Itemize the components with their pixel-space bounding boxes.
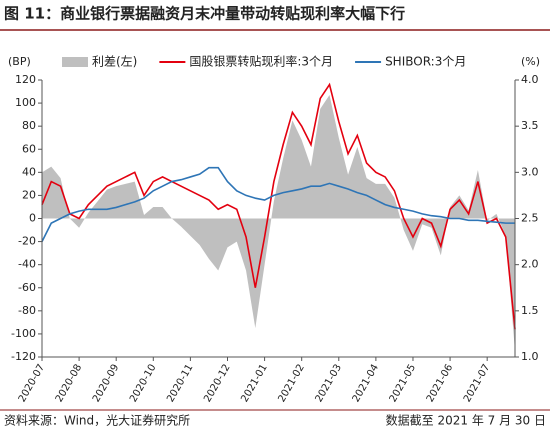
x-tick-label: 2021-03	[314, 363, 344, 405]
x-tick-label: 2021-02	[276, 363, 306, 405]
y2-tick-label: 1.5	[521, 304, 539, 317]
y-tick-label: 80	[22, 119, 36, 132]
rate-line	[41, 82, 516, 330]
x-tick-label: 2020-10	[128, 363, 158, 405]
x-tick-label: 2021-07	[462, 363, 492, 405]
note: 数据截至 2021 年 7 月 30 日	[386, 413, 546, 428]
y2-tick-label: 2.5	[521, 212, 539, 225]
rate-line	[41, 166, 515, 242]
y-tick-label: 100	[15, 96, 36, 109]
legend-label: SHIBOR:3个月	[385, 55, 466, 69]
x-tick-label: 2020-11	[165, 363, 195, 405]
spread-area	[42, 95, 515, 352]
chart-title: 图 11：商业银行票据融资月末冲量带动转贴现利率大幅下行	[4, 5, 405, 23]
legend-swatch	[62, 57, 88, 67]
y-tick-label: -20	[18, 235, 36, 248]
x-tick-label: 2020-07	[17, 363, 47, 405]
y-tick-label: -80	[18, 304, 36, 317]
legend-label: 国股银票转贴现利率:3个月	[189, 54, 333, 69]
y2-tick-label: 1.0	[521, 350, 539, 363]
y2-tick-label: 2.0	[521, 258, 539, 271]
y-tick-label: 60	[22, 142, 36, 155]
source: 资料来源：Wind，光大证券研究所	[4, 413, 190, 428]
x-tick-label: 2021-05	[388, 363, 418, 405]
y-tick-label: 20	[22, 188, 36, 201]
y2-tick-label: 3.0	[521, 165, 539, 178]
x-tick-label: 2020-09	[91, 363, 121, 405]
y2-tick-label: 4.0	[521, 73, 539, 86]
y-tick-label: -60	[18, 281, 36, 294]
y-tick-label: 120	[15, 73, 36, 86]
x-tick-label: 2021-06	[425, 363, 455, 405]
y-tick-label: 40	[22, 165, 36, 178]
x-tick-label: 2021-04	[351, 363, 381, 405]
y-tick-label: 0	[29, 212, 36, 225]
y-tick-label: -120	[11, 350, 36, 363]
y2-tick-label: 3.5	[521, 119, 539, 132]
y-tick-label: -40	[18, 258, 36, 271]
legend-label: 利差(左)	[92, 54, 137, 69]
x-tick-label: 2020-08	[54, 363, 84, 405]
y-tick-label: -100	[11, 327, 36, 340]
y2-axis-label: (%)	[521, 55, 540, 68]
x-tick-label: 2021-01	[239, 363, 269, 405]
y-axis-label: (BP)	[8, 55, 31, 68]
x-tick-label: 2020-12	[202, 363, 232, 405]
